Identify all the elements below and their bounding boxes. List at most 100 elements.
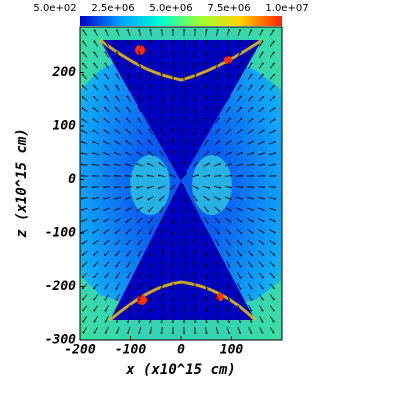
velocity-arrow: [215, 272, 219, 278]
velocity-arrow-head: [261, 51, 264, 54]
velocity-arrow-head: [115, 51, 118, 54]
velocity-arrow-head: [114, 140, 117, 143]
velocity-arrow-head: [197, 174, 199, 177]
velocity-arrow-head: [205, 288, 208, 290]
velocity-arrow-head: [194, 84, 197, 86]
velocity-arrow-head: [229, 140, 232, 143]
velocity-arrow: [159, 195, 165, 201]
velocity-arrow: [82, 130, 88, 134]
x-tick-label: 100: [220, 343, 244, 358]
velocity-arrow: [104, 141, 110, 145]
velocity-arrow: [127, 261, 131, 267]
velocity-arrow-head: [115, 40, 118, 43]
velocity-arrow-head: [250, 331, 253, 334]
velocity-arrow: [82, 261, 88, 267]
velocity-arrow: [214, 140, 220, 146]
velocity-arrow-head: [104, 287, 107, 290]
velocity-arrow: [226, 74, 230, 80]
velocity-arrow-head: [240, 117, 243, 120]
velocity-arrow-head: [92, 140, 95, 143]
velocity-arrow-head: [149, 29, 152, 31]
velocity-arrow-head: [126, 117, 128, 120]
velocity-arrow: [226, 52, 230, 58]
velocity-arrow-head: [273, 107, 276, 110]
velocity-arrow-head: [194, 106, 197, 108]
velocity-arrow: [126, 129, 132, 135]
velocity-arrow-head: [205, 265, 208, 268]
velocity-arrow-head: [92, 220, 95, 223]
velocity-arrow-head: [262, 84, 264, 87]
velocity-arrow: [258, 141, 264, 145]
velocity-arrow: [194, 271, 196, 279]
velocity-arrow-head: [273, 118, 276, 121]
velocity-arrow-head: [92, 197, 94, 200]
velocity-arrow: [248, 283, 252, 289]
velocity-arrow: [269, 130, 275, 134]
velocity-arrow-head: [158, 199, 161, 201]
velocity-arrow-head: [148, 117, 151, 120]
velocity-arrow: [215, 52, 219, 58]
velocity-arrow-head: [239, 331, 241, 334]
velocity-arrow-head: [147, 210, 150, 213]
velocity-arrow: [215, 283, 219, 289]
velocity-arrow: [236, 96, 242, 102]
velocity-arrow-head: [93, 62, 96, 65]
velocity-arrow: [93, 85, 99, 91]
velocity-arrow: [127, 63, 131, 69]
velocity-arrow: [82, 63, 88, 69]
velocity-arrow-head: [217, 117, 220, 120]
velocity-arrow-head: [205, 310, 208, 312]
velocity-arrow-head: [81, 163, 83, 166]
velocity-arrow-head: [251, 118, 254, 120]
velocity-arrow: [161, 315, 163, 323]
velocity-arrow-head: [239, 95, 242, 98]
velocity-arrow: [149, 228, 153, 234]
velocity-arrow-head: [228, 73, 231, 76]
velocity-arrow-head: [251, 140, 254, 143]
velocity-arrow: [270, 30, 274, 36]
velocity-arrow-head: [273, 209, 276, 211]
velocity-arrow: [226, 305, 230, 311]
velocity-arrow-head: [262, 220, 265, 223]
velocity-arrow-head: [273, 152, 276, 155]
velocity-arrow: [149, 304, 153, 312]
velocity-arrow: [204, 250, 208, 256]
velocity-arrow: [205, 40, 207, 48]
velocity-arrow-head: [217, 276, 219, 279]
velocity-arrow-head: [137, 106, 140, 109]
velocity-arrow-head: [127, 320, 129, 323]
velocity-arrow-head: [273, 287, 275, 290]
velocity-arrow-head: [194, 332, 197, 334]
velocity-arrow: [93, 141, 99, 145]
velocity-arrow-head: [240, 151, 243, 154]
velocity-arrow-head: [171, 106, 174, 108]
velocity-arrow: [269, 152, 275, 156]
velocity-arrow: [81, 197, 89, 199]
velocity-arrow-head: [194, 95, 197, 97]
velocity-arrow-head: [171, 299, 174, 301]
velocity-arrow: [194, 62, 196, 70]
velocity-arrow: [269, 107, 275, 113]
velocity-arrow-head: [92, 174, 94, 177]
velocity-arrow-head: [183, 106, 186, 108]
velocity-arrow: [269, 119, 275, 123]
velocity-arrow: [193, 151, 197, 157]
velocity-arrow-head: [194, 40, 197, 42]
velocity-arrow-head: [262, 152, 265, 154]
velocity-arrow: [237, 294, 241, 300]
velocity-arrow-head: [137, 265, 140, 268]
velocity-arrow: [148, 206, 154, 212]
velocity-arrow-head: [171, 117, 174, 119]
velocity-arrow-head: [171, 128, 174, 130]
velocity-arrow-head: [263, 163, 265, 166]
velocity-arrow-head: [126, 73, 129, 76]
velocity-arrow: [126, 118, 132, 124]
velocity-arrow-head: [148, 106, 151, 109]
velocity-arrow-head: [81, 129, 84, 132]
velocity-arrow-head: [126, 298, 129, 301]
velocity-arrow: [93, 74, 99, 80]
velocity-arrow-head: [138, 29, 141, 32]
velocity-arrow: [115, 196, 121, 200]
velocity-arrow-head: [250, 298, 253, 301]
velocity-arrow-head: [228, 298, 231, 301]
